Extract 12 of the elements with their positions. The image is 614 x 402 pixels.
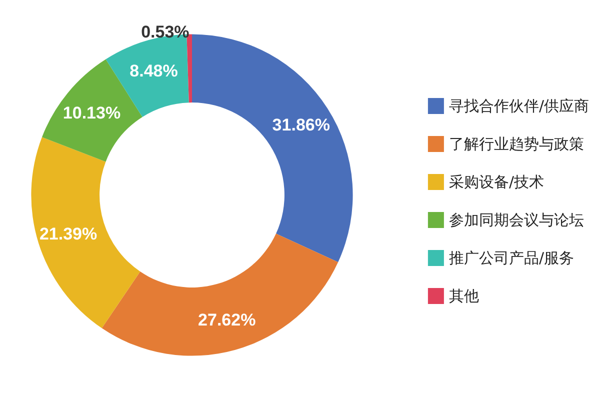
- data-label: 0.53%: [141, 22, 190, 42]
- data-label: 31.86%: [272, 116, 330, 135]
- legend-label: 参加同期会议与论坛: [448, 211, 584, 229]
- legend-label: 推广公司产品/服务: [448, 249, 574, 267]
- data-label: 27.62%: [198, 310, 256, 330]
- data-label: 10.13%: [62, 103, 121, 122]
- data-label: 21.39%: [39, 224, 98, 244]
- legend-label: 了解行业趋势与政策: [448, 135, 584, 153]
- legend-label: 寻找合作伙伴/供应商: [448, 97, 590, 115]
- data-label: 8.48%: [130, 62, 178, 81]
- legend-label: 其他: [448, 287, 479, 305]
- legend-label: 采购设备/技术: [448, 173, 544, 191]
